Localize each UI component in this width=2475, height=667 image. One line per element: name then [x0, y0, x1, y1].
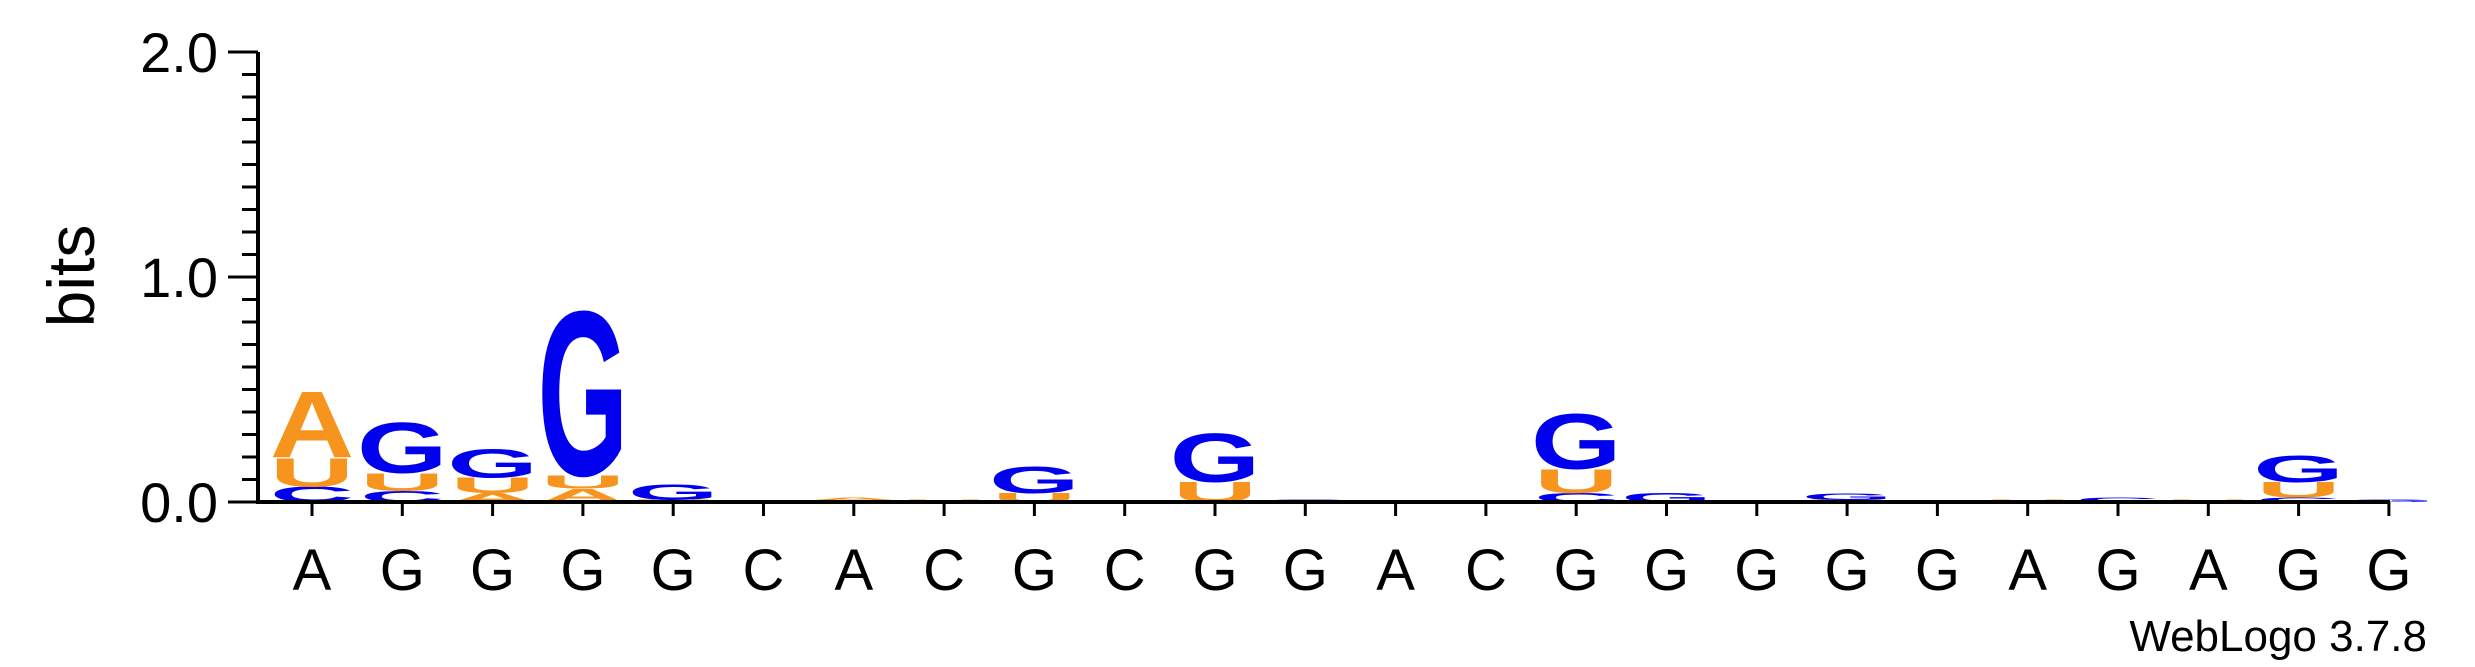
- x-tick-label: G: [1644, 538, 1689, 603]
- x-tick-label: G: [560, 538, 605, 603]
- logo-glyph-U: U: [2256, 478, 2340, 503]
- logo-glyph-G: G: [1170, 420, 1261, 497]
- x-tick-label: G: [2366, 538, 2411, 603]
- y-tick-label: 0.0: [140, 471, 218, 534]
- logo-glyph-G: G: [989, 460, 1080, 502]
- logo-glyph-G: G: [2253, 448, 2344, 490]
- logo-glyph-G: G: [538, 263, 629, 525]
- logo-glyph-G: G: [357, 407, 448, 488]
- x-tick-label: A: [1376, 538, 1415, 603]
- x-tick-label: C: [743, 538, 785, 603]
- letter-stacks: CUACUGAUGAUGUGUAUUGUGCCUGGUGUCUCUGG: [270, 263, 2434, 525]
- y-tick-label: 1.0: [140, 246, 218, 309]
- x-tick-label: A: [834, 538, 873, 603]
- logo-glyph-G: G: [447, 440, 538, 486]
- credit-label: WebLogo 3.7.8: [2129, 612, 2427, 661]
- logo-glyph-U: U: [541, 471, 625, 492]
- x-tick-label: G: [1012, 538, 1057, 603]
- logo-glyph-A: A: [812, 497, 896, 501]
- logo-glyph-U: U: [450, 473, 534, 498]
- y-tick-label: 2.0: [140, 21, 218, 84]
- x-tick-label: A: [2008, 538, 2047, 603]
- x-tick-label: C: [923, 538, 965, 603]
- logo-glyph-G: G: [1531, 398, 1622, 486]
- x-tick-label: A: [2189, 538, 2228, 603]
- logo-glyph-G: G: [1802, 491, 1893, 502]
- logo-glyph-U: U: [360, 468, 444, 496]
- x-tick-label: G: [1192, 538, 1237, 603]
- x-tick-label: G: [1554, 538, 1599, 603]
- x-tick-label: G: [2276, 538, 2321, 603]
- x-tick-label: C: [1465, 538, 1507, 603]
- x-tick-label: G: [380, 538, 425, 603]
- x-tick-label: G: [470, 538, 515, 603]
- x-tick-label: G: [651, 538, 696, 603]
- x-tick-label: A: [293, 538, 332, 603]
- x-tick-label: G: [1734, 538, 1779, 603]
- logo-glyph-U: U: [270, 449, 354, 495]
- y-ticks: 0.0 1.0 2.0: [140, 21, 258, 534]
- x-tick-label: G: [1915, 538, 1960, 603]
- logo-glyph-U: U: [1534, 462, 1618, 501]
- x-tick-label: G: [1825, 538, 1870, 603]
- y-axis-title: bits: [34, 225, 108, 328]
- x-tick-label: G: [2095, 538, 2140, 603]
- logo-glyph-C: C: [2076, 496, 2160, 503]
- logo-glyph-A: A: [270, 373, 354, 478]
- x-tick-label: C: [1104, 538, 1146, 603]
- x-tick-label: G: [1283, 538, 1328, 603]
- logo-glyph-C: C: [2256, 496, 2340, 503]
